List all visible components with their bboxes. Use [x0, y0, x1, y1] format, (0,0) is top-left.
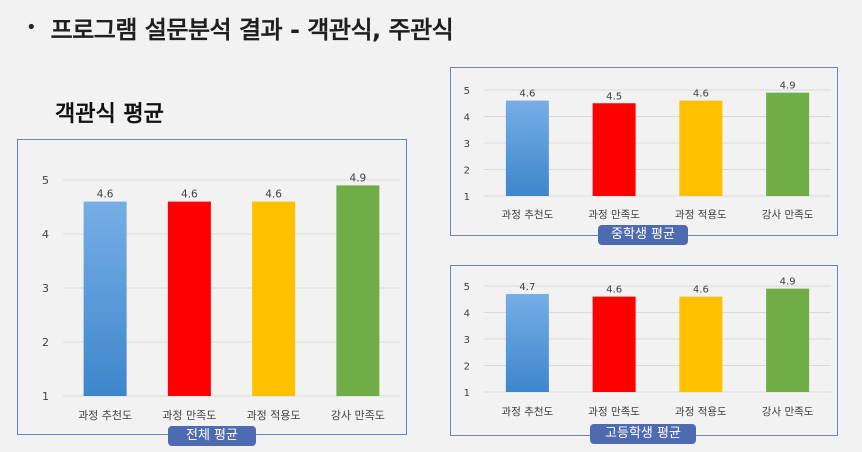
- data-label: 4.6: [606, 285, 622, 296]
- data-label: 4.6: [693, 89, 709, 100]
- bar: [592, 296, 636, 392]
- x-tick-label: 강사 만족도: [762, 406, 814, 418]
- chart-high-svg: 1 2 3 4 5 4.7 과정 추천도 4.6 과정 만족도 4.6 과정 적용도 4.9 강사 만족…: [464, 277, 831, 418]
- y-tick-label: 5: [464, 86, 470, 97]
- y-tick-label: 4: [464, 309, 470, 320]
- bar: [167, 201, 211, 396]
- x-tick-label: 과정 만족도: [162, 409, 216, 422]
- y-tick-label: 1: [42, 390, 49, 403]
- chart-middle-svg: 1 2 3 4 5 4.6 과정 추천도 4.5 과정 만족도 4.6 과정 적용도 4.9 강사 만족…: [464, 81, 831, 221]
- chart-middle: 1 2 3 4 5 4.6 과정 추천도 4.5 과정 만족도 4.6 과정 적용도 4.9 강사 만족…: [450, 67, 838, 236]
- bar: [766, 288, 810, 392]
- y-tick-label: 4: [42, 228, 49, 241]
- chart-overall-svg: 1 2 3 4 5 4.6 과정 추천도 4.6 과정 만족도 4.6 과정 적용도 4.9 강사 만족…: [42, 172, 400, 422]
- data-label: 4.9: [780, 277, 796, 288]
- x-tick-label: 과정 만족도: [588, 209, 640, 221]
- chart-high: 1 2 3 4 5 4.7 과정 추천도 4.6 과정 만족도 4.6 과정 적용도 4.9 강사 만족…: [450, 265, 838, 436]
- x-tick-label: 과정 추천도: [78, 408, 132, 422]
- y-tick-label: 2: [464, 362, 470, 373]
- x-tick-label: 과정 만족도: [588, 406, 640, 418]
- data-label: 4.7: [519, 282, 535, 293]
- y-tick-label: 3: [464, 335, 470, 346]
- bar: [592, 103, 636, 196]
- data-label: 4.6: [519, 89, 535, 100]
- x-tick-label: 과정 적용도: [675, 406, 727, 418]
- x-tick-label: 과정 추천도: [502, 406, 554, 418]
- section-title: 객관식 평균: [55, 102, 164, 127]
- y-tick-label: 3: [464, 139, 470, 150]
- bar: [505, 293, 549, 392]
- y-tick-label: 3: [42, 282, 49, 295]
- y-tick-label: 2: [42, 336, 49, 349]
- bar: [679, 296, 723, 392]
- bar: [766, 92, 810, 196]
- bar: [252, 201, 296, 396]
- data-label: 4.6: [97, 189, 114, 201]
- bullet-icon: •: [26, 16, 37, 38]
- data-label: 4.5: [606, 91, 622, 102]
- y-tick-label: 1: [464, 388, 470, 399]
- page-title: 프로그램 설문분석 결과 - 객관식, 주관식: [50, 15, 454, 44]
- data-label: 4.9: [780, 81, 796, 92]
- y-tick-label: 2: [464, 166, 470, 177]
- chart-overall: 1 2 3 4 5 4.6 과정 추천도 4.6 과정 만족도 4.6 과정 적용도 4.9 강사 만족…: [17, 139, 407, 435]
- data-label: 4.6: [265, 189, 282, 201]
- caption-middle: 중학생 평균: [598, 225, 688, 245]
- caption-overall: 전체 평균: [168, 426, 256, 446]
- x-tick-label: 강사 만족도: [331, 409, 385, 422]
- data-label: 4.6: [181, 189, 198, 201]
- bar: [336, 185, 380, 396]
- y-tick-label: 1: [464, 192, 470, 203]
- bar: [679, 100, 723, 196]
- x-tick-label: 과정 적용도: [247, 409, 301, 422]
- bar: [83, 201, 127, 396]
- caption-high: 고등학생 평균: [590, 424, 696, 444]
- x-tick-label: 과정 추천도: [502, 209, 554, 221]
- bar: [505, 100, 549, 196]
- data-label: 4.9: [350, 172, 367, 184]
- x-tick-label: 강사 만족도: [762, 209, 814, 221]
- data-label: 4.6: [693, 285, 709, 296]
- x-tick-label: 과정 적용도: [675, 209, 727, 221]
- y-tick-label: 4: [464, 113, 470, 124]
- y-tick-label: 5: [464, 282, 470, 293]
- y-tick-label: 5: [42, 174, 49, 187]
- page-title-row: • 프로그램 설문분석 결과 - 객관식, 주관식: [26, 10, 454, 44]
